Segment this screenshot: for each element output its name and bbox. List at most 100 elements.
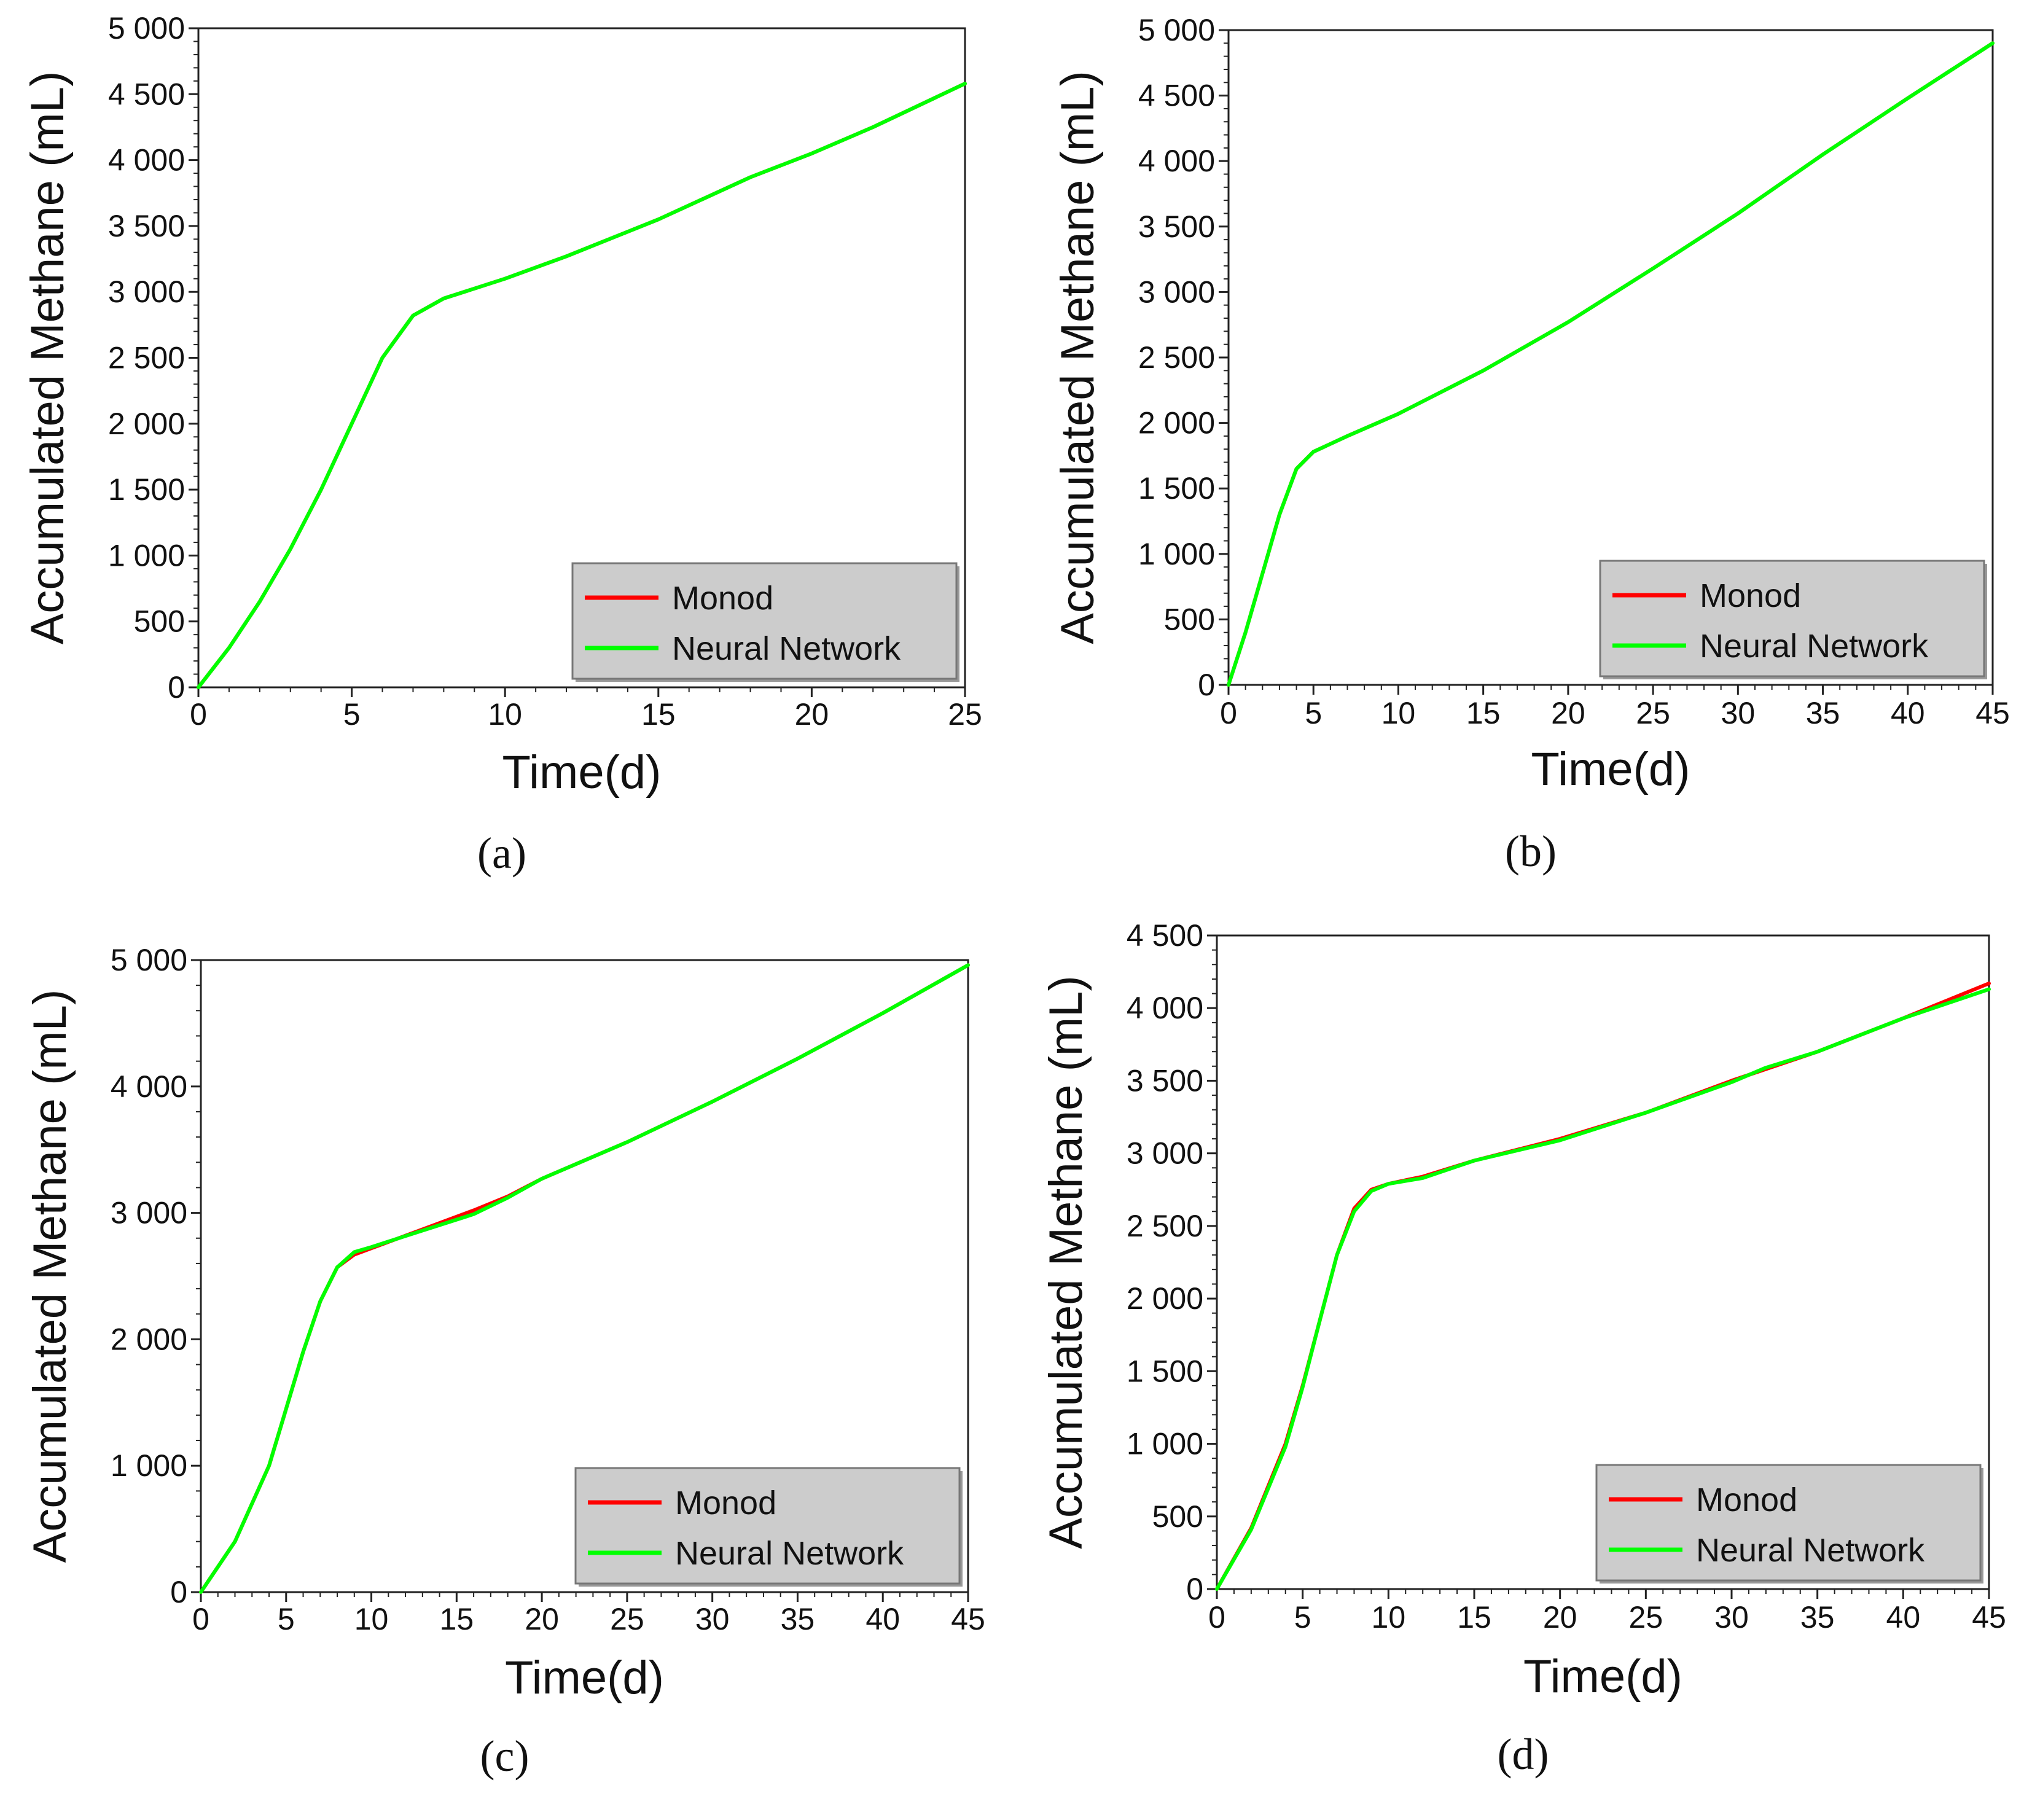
y-tick-label: 3 000 (108, 275, 185, 309)
x-tick-label: 20 (525, 1602, 559, 1636)
x-axis-title: Time(d) (1531, 743, 1690, 795)
y-tick-label: 2 000 (111, 1322, 187, 1356)
x-tick-label: 10 (488, 697, 522, 732)
y-tick-label: 500 (134, 604, 185, 639)
x-tick-label: 40 (1891, 696, 1925, 730)
series-line-neural-network (197, 82, 967, 689)
x-tick-label: 35 (1806, 696, 1840, 730)
y-tick-label: 0 (168, 670, 185, 705)
y-tick-label: 0 (170, 1575, 187, 1609)
chart-caption: (b) (1505, 827, 1557, 876)
x-tick-label: 15 (1466, 696, 1501, 730)
y-tick-label: 1 500 (108, 472, 185, 507)
x-tick-label: 20 (1543, 1600, 1577, 1634)
chart-b: 0 5 10 15 20 25 30 35 40 45 0 500 1 000 1 500 2 000 2 5… (1052, 13, 2010, 876)
y-tick-label: 1 500 (1127, 1354, 1203, 1388)
chart-caption: (a) (477, 829, 526, 878)
y-tick-label: 2 500 (1127, 1209, 1203, 1243)
y-tick-label: 4 500 (1138, 79, 1215, 113)
y-tick-label: 0 (1186, 1572, 1203, 1606)
x-tick-label: 15 (1457, 1600, 1491, 1634)
x-tick-label: 40 (865, 1602, 900, 1636)
y-tick-label: 4 500 (1127, 918, 1203, 953)
y-tick-label: 4 000 (111, 1069, 187, 1104)
x-tick-label: 5 (1305, 696, 1322, 730)
y-tick-label: 4 000 (1138, 144, 1215, 178)
y-tick-label: 3 500 (108, 209, 185, 243)
chart-caption: (c) (480, 1732, 529, 1781)
legend-box (1599, 560, 1985, 678)
x-tick-label: 0 (1208, 1600, 1225, 1634)
x-tick-label: 35 (1800, 1600, 1835, 1634)
legend-label: Neural Network (675, 1535, 904, 1572)
y-axis-title: Accumulated Methane (mL) (21, 71, 74, 645)
legend-label: Monod (1696, 1482, 1797, 1518)
x-tick-label: 30 (1721, 696, 1756, 730)
y-tick-label: 1 000 (108, 538, 185, 572)
x-tick-label: 30 (695, 1602, 730, 1636)
y-tick-label: 2 000 (108, 407, 185, 441)
series-line-neural-network (1227, 41, 1995, 687)
legend-box (1595, 1464, 1982, 1582)
x-tick-label: 45 (951, 1602, 985, 1636)
x-tick-label: 0 (1220, 696, 1237, 730)
x-tick-label: 15 (641, 697, 676, 732)
chart-a: 0 5 10 15 20 25 0 500 1 000 1 500 2 000 2 500 3 000 3… (21, 11, 982, 878)
y-tick-label: 3 000 (1127, 1136, 1203, 1171)
y-tick-label: 2 000 (1138, 406, 1215, 440)
y-tick-label: 1 000 (1138, 537, 1215, 571)
legend-box (574, 1467, 961, 1585)
x-tick-label: 10 (1372, 1600, 1406, 1634)
y-tick-label: 0 (1198, 668, 1215, 702)
legend: Monod Neural Network (1599, 560, 1987, 679)
y-tick-label: 2 500 (108, 341, 185, 375)
x-tick-label: 10 (354, 1602, 389, 1636)
x-tick-label: 25 (610, 1602, 644, 1636)
y-tick-label: 1 000 (111, 1448, 187, 1483)
y-tick-label: 2 000 (1127, 1281, 1203, 1316)
x-tick-label: 0 (192, 1602, 209, 1636)
x-axis-title: Time(d) (505, 1652, 664, 1704)
x-tick-label: 5 (278, 1602, 295, 1636)
x-tick-label: 40 (1886, 1600, 1921, 1634)
y-tick-label: 4 000 (108, 143, 185, 178)
y-tick-label: 5 000 (1138, 13, 1215, 47)
chart-d: 0 5 10 15 20 25 30 35 40 45 0 500 1 000 1 500 2 000 2 5… (1040, 918, 2006, 1779)
x-tick-label: 10 (1381, 696, 1416, 730)
x-tick-label: 35 (781, 1602, 815, 1636)
x-tick-label: 5 (1294, 1600, 1311, 1634)
legend: Monod Neural Network (574, 1467, 963, 1587)
y-tick-label: 5 000 (111, 943, 187, 977)
y-tick-label: 500 (1164, 602, 1215, 636)
y-axis-title: Accumulated Methane (mL) (1052, 71, 1104, 644)
legend-label: Monod (675, 1485, 776, 1521)
legend-label: Monod (672, 580, 773, 617)
series-line-neural-network (199, 963, 970, 1594)
x-tick-label: 20 (1551, 696, 1585, 730)
x-tick-label: 25 (1629, 1600, 1663, 1634)
y-axis-title: Accumulated Methane (mL) (24, 990, 76, 1563)
legend: Monod Neural Network (571, 562, 959, 682)
y-axis-title: Accumulated Methane (mL) (1040, 975, 1092, 1549)
legend-label: Neural Network (1700, 628, 1929, 665)
x-tick-label: 45 (1975, 696, 2010, 730)
x-tick-label: 15 (440, 1602, 474, 1636)
x-tick-label: 5 (343, 697, 361, 732)
x-tick-label: 30 (1714, 1600, 1749, 1634)
x-tick-label: 20 (795, 697, 829, 732)
y-tick-label: 3 000 (111, 1196, 187, 1230)
legend: Monod Neural Network (1595, 1464, 1983, 1584)
series-line-neural-network (1215, 987, 1991, 1591)
x-axis-title: Time(d) (502, 746, 662, 799)
y-tick-label: 500 (1152, 1499, 1203, 1534)
y-tick-label: 3 500 (1138, 209, 1215, 244)
legend-label: Monod (1700, 577, 1801, 614)
x-tick-label: 25 (948, 697, 982, 732)
y-tick-label: 1 000 (1127, 1427, 1203, 1461)
legend-box (571, 562, 958, 680)
chart-caption: (d) (1498, 1730, 1549, 1779)
legend-label: Neural Network (1696, 1532, 1925, 1569)
chart-c: 0 5 10 15 20 25 30 35 40 45 0 1 000 2 000 3 000 4 000 5… (24, 943, 985, 1781)
y-tick-label: 4 500 (108, 77, 185, 111)
y-tick-label: 4 000 (1127, 991, 1203, 1025)
